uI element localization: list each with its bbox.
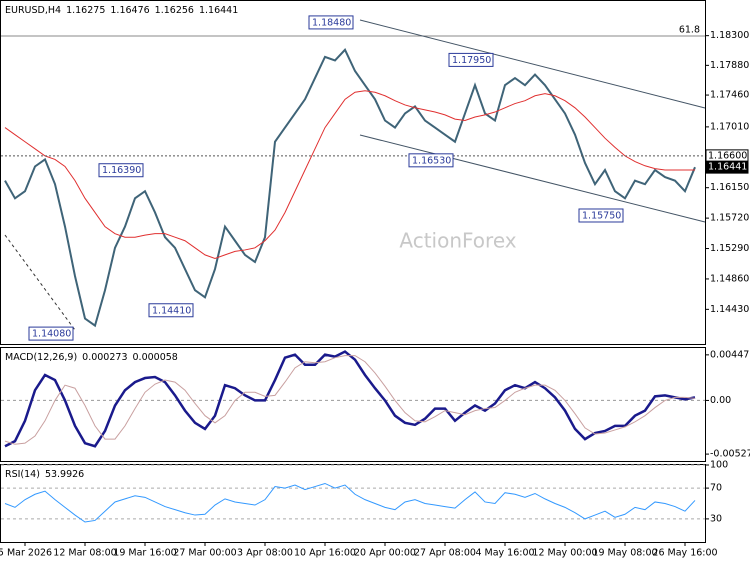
annotation-label: 1.16530 xyxy=(412,155,451,166)
price-box-label: 1.16441 xyxy=(708,162,747,173)
series-line xyxy=(4,355,696,445)
panel-readout: 1.16275 xyxy=(66,5,105,16)
price-box-label: 1.16600 xyxy=(708,150,747,161)
annotation-label: 1.15750 xyxy=(582,210,621,221)
x-tick-label: 4 May 16:00 xyxy=(475,548,534,559)
annotation-label: 1.17950 xyxy=(452,55,491,66)
annotation-box xyxy=(448,52,494,67)
y-tick-label: 1.14860 xyxy=(710,273,749,284)
series-line xyxy=(4,90,695,259)
annotation-box xyxy=(408,153,454,168)
panel-readout: MACD(12,26,9) xyxy=(5,352,77,363)
panel-readout: 1.16441 xyxy=(199,5,238,16)
series-line xyxy=(4,48,696,328)
panel-title: RSI(14) 53.9926 xyxy=(5,469,84,480)
y-tick-label: 0.004477 xyxy=(710,349,750,360)
annotation-box xyxy=(28,326,74,341)
annotation-box xyxy=(578,208,624,223)
y-tick-label: 1.17460 xyxy=(710,90,749,101)
x-tick-label: 12 Mar 08:00 xyxy=(53,548,116,559)
annotation-label: 1.18480 xyxy=(312,17,351,28)
panel-readout: RSI(14) xyxy=(5,469,40,480)
panel-title: MACD(12,26,9) 0.000273 0.000058 xyxy=(5,352,178,363)
x-tick-label: 19 May 08:00 xyxy=(592,548,657,559)
annotation-label: 1.14080 xyxy=(32,329,71,340)
annotation-box xyxy=(148,303,194,318)
y-tick-label: 100 xyxy=(710,460,728,471)
annotation-label: 1.14410 xyxy=(152,305,191,316)
y-tick-label: 1.17880 xyxy=(710,60,749,71)
x-tick-label: 12 May 00:00 xyxy=(532,548,597,559)
y-tick-label: 1.15290 xyxy=(710,243,749,254)
panel-readout: 53.9926 xyxy=(45,469,84,480)
rsi-panel xyxy=(0,464,706,543)
x-tick-label: 10 Apr 16:00 xyxy=(294,548,356,559)
annotation-box xyxy=(308,15,354,30)
annotation-label: 1.16390 xyxy=(102,165,141,176)
x-tick-label: 20 Apr 00:00 xyxy=(354,548,416,559)
y-tick-label: 1.16150 xyxy=(710,182,749,193)
watermark: ActionForex xyxy=(399,229,516,253)
x-tick-label: 19 Mar 16:00 xyxy=(113,548,176,559)
x-tick-label: 27 Mar 00:00 xyxy=(173,548,236,559)
series-line xyxy=(4,482,696,523)
y-tick-label: 30 xyxy=(710,513,722,524)
channel-lower xyxy=(359,134,706,223)
channel-upper xyxy=(359,19,706,109)
x-tick-label: 5 Mar 2026 xyxy=(0,548,52,559)
y-tick-label: 1.15720 xyxy=(710,213,749,224)
price-box xyxy=(705,160,749,174)
x-tick-label: 27 Apr 08:00 xyxy=(414,548,476,559)
annotation-box xyxy=(98,163,144,178)
panel-readout: 1.16256 xyxy=(155,5,194,16)
macd-panel xyxy=(0,347,706,462)
x-tick-label: 26 May 16:00 xyxy=(652,548,717,559)
panel-readout: EURUSD,H4 xyxy=(5,5,61,16)
y-tick-label: 1.17010 xyxy=(710,121,749,132)
fib-label: 61.8 xyxy=(679,25,700,36)
panel-readout: 1.16476 xyxy=(110,5,149,16)
y-tick-label: 0.00 xyxy=(710,395,731,406)
panel-readout: 0.000273 xyxy=(82,352,127,363)
y-tick-label: -0.005272 xyxy=(710,449,750,460)
x-tick-label: 3 Apr 08:00 xyxy=(237,548,293,559)
y-tick-label: 1.18300 xyxy=(710,30,749,41)
y-tick-label: 1.14430 xyxy=(710,304,749,315)
panel-readout: 0.000058 xyxy=(133,352,178,363)
panel-title: EURUSD,H4 1.16275 1.16476 1.16256 1.16441 xyxy=(5,5,238,16)
y-tick-label: 70 xyxy=(710,483,722,494)
trend-line xyxy=(4,234,76,331)
